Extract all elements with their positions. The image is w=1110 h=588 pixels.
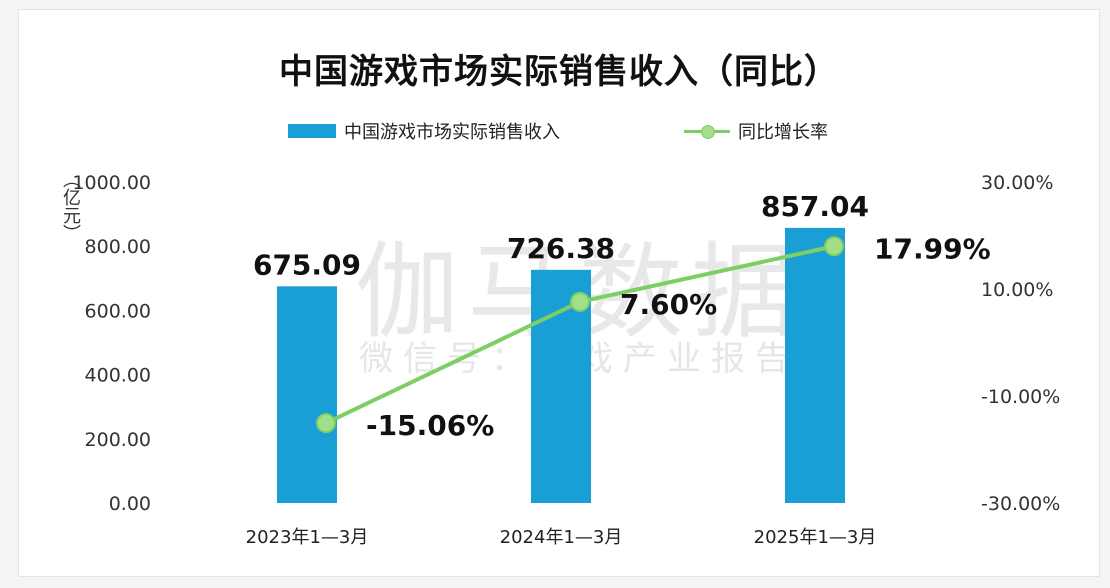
growth-point — [570, 291, 590, 312]
growth-value-label: 7.60% — [620, 288, 717, 321]
legend-line-swatch — [684, 124, 730, 139]
bar-value-label: 675.09 — [253, 248, 361, 281]
legend-item-growth: 同比增长率 — [684, 118, 828, 144]
growth-point — [316, 413, 336, 434]
growth-value-label: 17.99% — [874, 232, 991, 265]
y2-tick-label: 30.00% — [981, 172, 1053, 194]
legend-label-revenue: 中国游戏市场实际销售收入 — [344, 122, 560, 143]
chart-legend: 中国游戏市场实际销售收入 同比增长率 — [19, 118, 1099, 144]
growth-value-label: -15.06% — [366, 409, 494, 442]
growth-point — [824, 236, 844, 257]
y-axis-label-text: （亿元） — [60, 170, 81, 242]
y-tick-label: 1000.00 — [72, 172, 151, 194]
legend-item-revenue: 中国游戏市场实际销售收入 — [288, 118, 560, 144]
x-tick-label: 2024年1—3月 — [500, 527, 623, 548]
y-tick-label: 200.00 — [85, 429, 151, 451]
x-tick-label: 2023年1—3月 — [246, 527, 369, 548]
legend-bar-swatch — [288, 124, 336, 138]
y2-tick-label: 10.00% — [981, 279, 1053, 301]
bar — [277, 286, 337, 503]
legend-label-growth: 同比增长率 — [738, 122, 828, 143]
y-axis-label: （亿元） — [57, 170, 81, 250]
chart-card: 中国游戏市场实际销售收入（同比） 中国游戏市场实际销售收入 同比增长率 （亿元）… — [18, 9, 1100, 577]
y-tick-label: 0.00 — [109, 493, 151, 515]
bar — [785, 227, 845, 503]
chart-title: 中国游戏市场实际销售收入（同比） — [279, 52, 839, 92]
chart-svg: 伽马数据微信号：游戏产业报告1000.00800.00600.00400.002… — [72, 172, 1060, 548]
x-tick-label: 2025年1—3月 — [754, 527, 877, 548]
bar-value-label: 726.38 — [507, 232, 615, 265]
y-tick-label: 400.00 — [85, 365, 151, 387]
bar-value-label: 857.04 — [761, 190, 869, 223]
y-tick-label: 800.00 — [85, 236, 151, 258]
y-tick-label: 600.00 — [85, 300, 151, 322]
y2-tick-label: -10.00% — [981, 386, 1060, 408]
y2-tick-label: -30.00% — [981, 493, 1060, 515]
